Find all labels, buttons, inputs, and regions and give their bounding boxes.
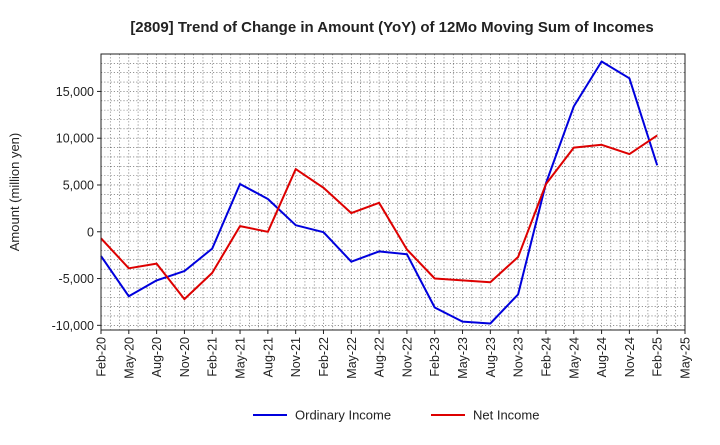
x-tick-label: Nov-20 xyxy=(178,337,192,377)
x-tick-label: May-24 xyxy=(567,337,581,379)
x-tick-label: May-22 xyxy=(345,337,359,379)
x-tick-label: Nov-21 xyxy=(289,337,303,377)
x-tick-label: May-21 xyxy=(234,337,248,379)
series-layer xyxy=(100,60,659,325)
ordinary-income-line xyxy=(100,60,659,325)
grid-layer xyxy=(101,54,685,330)
legend-label-net-income: Net Income xyxy=(473,408,539,423)
tick-layer: -10,000 -5,000 0 5,000 10,000 15,000 Feb-20 May… xyxy=(52,85,693,379)
y-axis-label: Amount (million yen) xyxy=(7,133,22,252)
x-tick-label: Feb-25 xyxy=(651,337,665,377)
x-tick-label: Feb-24 xyxy=(539,337,553,377)
chart-title: [2809] Trend of Change in Amount (YoY) o… xyxy=(130,19,653,36)
x-tick-label: Aug-22 xyxy=(373,337,387,377)
x-tick-label: Nov-22 xyxy=(400,337,414,377)
y-tick-label: -5,000 xyxy=(59,272,94,286)
y-tick-label: 0 xyxy=(87,225,94,239)
x-tick-label: Aug-21 xyxy=(261,337,275,377)
x-tick-label: Aug-24 xyxy=(595,337,609,377)
x-tick-label: Feb-21 xyxy=(206,337,220,377)
plot-area xyxy=(101,54,685,330)
x-tick-label: Nov-24 xyxy=(623,337,637,377)
y-tick-label: 15,000 xyxy=(56,85,94,99)
x-tick-label: Nov-23 xyxy=(512,337,526,377)
x-tick-label: Feb-22 xyxy=(317,337,331,377)
legend: Ordinary Income Net Income xyxy=(253,408,539,423)
x-tick-label: May-20 xyxy=(122,337,136,379)
y-tick-label: 10,000 xyxy=(56,132,94,146)
x-tick-label: May-23 xyxy=(456,337,470,379)
net-income-line xyxy=(100,134,658,301)
y-tick-label: -10,000 xyxy=(52,319,94,333)
x-tick-label: May-25 xyxy=(679,337,693,379)
x-tick-label: Feb-20 xyxy=(95,337,109,377)
x-tick-label: Aug-20 xyxy=(150,337,164,377)
x-tick-label: Aug-23 xyxy=(484,337,498,377)
plot-frame xyxy=(100,53,686,331)
x-tick-label: Feb-23 xyxy=(428,337,442,377)
legend-label-ordinary-income: Ordinary Income xyxy=(295,408,391,423)
y-tick-label: 5,000 xyxy=(63,178,94,192)
